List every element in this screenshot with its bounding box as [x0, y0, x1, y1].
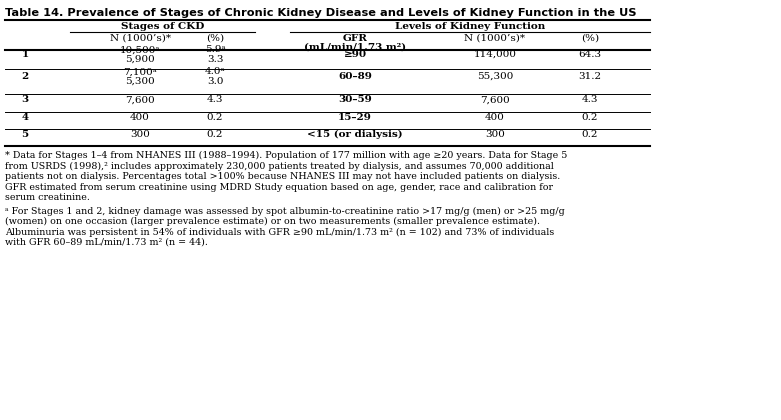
- Text: (%): (%): [581, 34, 599, 43]
- Text: 0.2: 0.2: [207, 113, 223, 122]
- Text: 114,000: 114,000: [473, 50, 516, 59]
- Text: 1: 1: [21, 50, 29, 59]
- Text: 5: 5: [21, 130, 29, 139]
- Text: 0.2: 0.2: [582, 130, 598, 139]
- Text: 60–89: 60–89: [338, 72, 372, 81]
- Text: 4.3: 4.3: [207, 95, 223, 105]
- Text: 4: 4: [21, 113, 29, 122]
- Text: 2: 2: [21, 72, 29, 81]
- Text: serum creatinine.: serum creatinine.: [5, 193, 90, 202]
- Text: GFR: GFR: [343, 34, 368, 43]
- Text: <15 (or dialysis): <15 (or dialysis): [307, 130, 403, 139]
- Text: 400: 400: [485, 113, 505, 122]
- Text: 10,500ᵃ: 10,500ᵃ: [119, 45, 160, 55]
- Text: 3: 3: [21, 95, 29, 105]
- Text: 3.0: 3.0: [207, 76, 223, 86]
- Text: 0.2: 0.2: [207, 130, 223, 139]
- Text: Levels of Kidney Function: Levels of Kidney Function: [395, 22, 545, 31]
- Text: 4.0ᵃ: 4.0ᵃ: [205, 68, 225, 76]
- Text: Table 14. Prevalence of Stages of Chronic Kidney Disease and Levels of Kidney Fu: Table 14. Prevalence of Stages of Chroni…: [5, 8, 637, 18]
- Text: N (1000’s)*: N (1000’s)*: [109, 34, 170, 43]
- Text: 7,100ᵃ: 7,100ᵃ: [123, 68, 157, 76]
- Text: 3.3: 3.3: [207, 55, 223, 63]
- Text: * Data for Stages 1–4 from NHANES III (1988–1994). Population of 177 million wit: * Data for Stages 1–4 from NHANES III (1…: [5, 151, 567, 160]
- Text: ᵃ For Stages 1 and 2, kidney damage was assessed by spot albumin-to-creatinine r: ᵃ For Stages 1 and 2, kidney damage was …: [5, 207, 565, 215]
- Text: N (1000’s)*: N (1000’s)*: [465, 34, 526, 43]
- Text: 300: 300: [485, 130, 505, 139]
- Text: 7,600: 7,600: [480, 95, 510, 105]
- Text: patients not on dialysis. Percentages total >100% because NHANES III may not hav: patients not on dialysis. Percentages to…: [5, 172, 560, 181]
- Text: 30–59: 30–59: [338, 95, 372, 105]
- Text: 64.3: 64.3: [579, 50, 601, 59]
- Text: ≥90: ≥90: [344, 50, 366, 59]
- Text: 5.9ᵃ: 5.9ᵃ: [205, 45, 225, 55]
- Text: with GFR 60–89 mL/min/1.73 m² (n = 44).: with GFR 60–89 mL/min/1.73 m² (n = 44).: [5, 238, 208, 247]
- Text: 15–29: 15–29: [338, 113, 372, 122]
- Text: 400: 400: [130, 113, 150, 122]
- Text: from USRDS (1998),² includes approximately 230,000 patients treated by dialysis,: from USRDS (1998),² includes approximate…: [5, 162, 554, 171]
- Text: (mL/min/1.73 m²): (mL/min/1.73 m²): [304, 43, 406, 52]
- Text: Stages of CKD: Stages of CKD: [121, 22, 204, 31]
- Text: 0.2: 0.2: [582, 113, 598, 122]
- Text: GFR estimated from serum creatinine using MDRD Study equation based on age, gend: GFR estimated from serum creatinine usin…: [5, 183, 553, 192]
- Text: (%): (%): [206, 34, 224, 43]
- Text: 7,600: 7,600: [125, 95, 155, 105]
- Text: 31.2: 31.2: [579, 72, 601, 81]
- Text: (women) on one occasion (larger prevalence estimate) or on two measurements (sma: (women) on one occasion (larger prevalen…: [5, 217, 540, 226]
- Text: 4.3: 4.3: [582, 95, 598, 105]
- Text: 55,300: 55,300: [477, 72, 513, 81]
- Text: 5,900: 5,900: [125, 55, 155, 63]
- Text: Albuminuria was persistent in 54% of individuals with GFR ≥90 mL/min/1.73 m² (n : Albuminuria was persistent in 54% of ind…: [5, 228, 555, 236]
- Text: 5,300: 5,300: [125, 76, 155, 86]
- Text: 300: 300: [130, 130, 150, 139]
